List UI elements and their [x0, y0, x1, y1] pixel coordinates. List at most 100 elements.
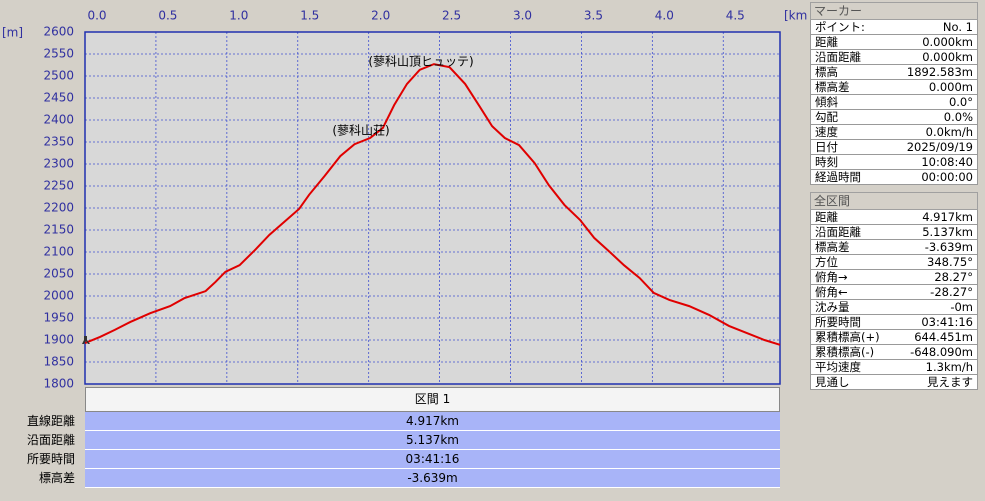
info-label: 速度 — [815, 125, 838, 139]
info-value: 00:00:00 — [921, 170, 973, 184]
y-tick-label: 2200 — [43, 201, 74, 215]
info-value: 644.451m — [914, 330, 973, 344]
info-row: 見通し 見えます — [810, 375, 978, 390]
info-row: 標高 1892.583m — [810, 65, 978, 80]
marker-panel: マーカー ポイント: No. 1 距離 0.000km 沿面距離 0.000km 標高 1892… — [810, 2, 978, 185]
section-row: 沿面距離 5.137km — [0, 431, 780, 450]
section-value: 03:41:16 — [405, 452, 460, 466]
info-value: 1892.583m — [906, 65, 973, 79]
info-label: 勾配 — [815, 110, 838, 124]
y-tick-label: 2400 — [43, 113, 74, 127]
y-tick-label: 1850 — [43, 355, 74, 369]
info-label: 標高 — [815, 65, 838, 79]
info-value: 4.917km — [922, 210, 973, 224]
y-tick-label: 2250 — [43, 179, 74, 193]
info-value: No. 1 — [942, 20, 973, 34]
info-label: 累積標高(+) — [815, 330, 880, 344]
section-label: 所要時間 — [0, 450, 75, 468]
info-label: 距離 — [815, 35, 838, 49]
annotation: (蓼科山荘) — [332, 124, 389, 138]
plot-border — [84, 31, 781, 385]
y-tick-label: 2050 — [43, 267, 74, 281]
x-tick-label: 1.0 — [229, 9, 248, 23]
info-row: ポイント: No. 1 — [810, 20, 978, 35]
info-label: 見通し — [815, 375, 850, 389]
info-row: 速度 0.0km/h — [810, 125, 978, 140]
marker-icon — [82, 336, 90, 344]
x-tick-label: 0.5 — [158, 9, 177, 23]
info-label: 標高差 — [815, 240, 850, 254]
plot-area — [85, 32, 780, 384]
info-label: 日付 — [815, 140, 838, 154]
info-value: 348.75° — [927, 255, 973, 269]
section-table: 区間 1 直線距離 4.917km 沿面距離 5.137km 所要時間 03:41:16 標高… — [0, 387, 780, 488]
x-tick-label: 0.0 — [87, 9, 106, 23]
info-row: 経過時間 00:00:00 — [810, 170, 978, 185]
info-value: 2025/09/19 — [906, 140, 973, 154]
info-value: 03:41:16 — [921, 315, 973, 329]
info-value: 0.000m — [928, 80, 973, 94]
x-tick-label: 2.0 — [371, 9, 390, 23]
x-tick-label: 4.0 — [655, 9, 674, 23]
info-row: 時刻 10:08:40 — [810, 155, 978, 170]
y-tick-label: 1950 — [43, 311, 74, 325]
info-row: 方位 348.75° — [810, 255, 978, 270]
section-label: 標高差 — [0, 469, 75, 487]
info-value: 0.000km — [922, 35, 973, 49]
info-label: 距離 — [815, 210, 838, 224]
y-tick-label: 2300 — [43, 157, 74, 171]
info-row: 沿面距離 5.137km — [810, 225, 978, 240]
info-value: 0.0% — [943, 110, 973, 124]
section-label: 直線距離 — [0, 412, 75, 430]
info-label: 時刻 — [815, 155, 838, 169]
total-panel: 全区間 距離 4.917km 沿面距離 5.137km 標高差 -3.639m 方位 348.7… — [810, 192, 978, 390]
y-unit: [m] — [2, 26, 23, 40]
y-tick-label: 2100 — [43, 245, 74, 259]
section-header: 区間 1 — [85, 387, 780, 412]
x-unit: [km] — [784, 9, 808, 23]
info-row: 俯角← -28.27° — [810, 285, 978, 300]
y-tick-label: 2000 — [43, 289, 74, 303]
info-value: 10:08:40 — [921, 155, 973, 169]
info-row: 勾配 0.0% — [810, 110, 978, 125]
info-row: 累積標高(-) -648.090m — [810, 345, 978, 360]
info-row: 標高差 0.000m — [810, 80, 978, 95]
section-row: 標高差 -3.639m — [0, 469, 780, 488]
info-label: 傾斜 — [815, 95, 838, 109]
info-value: 0.000km — [922, 50, 973, 64]
info-row: 俯角→ 28.27° — [810, 270, 978, 285]
info-label: 平均速度 — [815, 360, 861, 374]
y-tick-label: 2450 — [43, 91, 74, 105]
info-row: 平均速度 1.3km/h — [810, 360, 978, 375]
info-row: 沿面距離 0.000km — [810, 50, 978, 65]
info-value: 1.3km/h — [925, 360, 973, 374]
info-row: 距離 0.000km — [810, 35, 978, 50]
info-label: 沿面距離 — [815, 50, 861, 64]
section-value: 5.137km — [406, 433, 459, 447]
y-tick-label: 2600 — [43, 25, 74, 39]
info-row: 傾斜 0.0° — [810, 95, 978, 110]
info-label: 沿面距離 — [815, 225, 861, 239]
section-label: 沿面距離 — [0, 431, 75, 449]
panel-title: 全区間 — [810, 192, 978, 210]
info-label: 沈み量 — [815, 300, 850, 314]
x-tick-label: 3.5 — [584, 9, 603, 23]
section-value: -3.639m — [407, 471, 458, 485]
x-tick-label: 3.0 — [513, 9, 532, 23]
profile-chart: 1800 1850 1900 1950 2000 2050 2100 2150 2200 2250… — [2, 9, 808, 391]
info-value: 5.137km — [922, 225, 973, 239]
info-value: 0.0° — [948, 95, 973, 109]
x-tick-label: 1.5 — [300, 9, 319, 23]
annotation: (蓼科山頂ヒュッテ) — [368, 55, 473, 69]
info-row: 累積標高(+) 644.451m — [810, 330, 978, 345]
info-value: 0.0km/h — [925, 125, 973, 139]
panel-title: マーカー — [810, 2, 978, 20]
info-label: 所要時間 — [815, 315, 861, 329]
info-label: 俯角← — [815, 285, 848, 299]
info-row: 所要時間 03:41:16 — [810, 315, 978, 330]
info-row: 日付 2025/09/19 — [810, 140, 978, 155]
info-label: 俯角→ — [815, 270, 848, 284]
info-row: 距離 4.917km — [810, 210, 978, 225]
y-tick-label: 2350 — [43, 135, 74, 149]
